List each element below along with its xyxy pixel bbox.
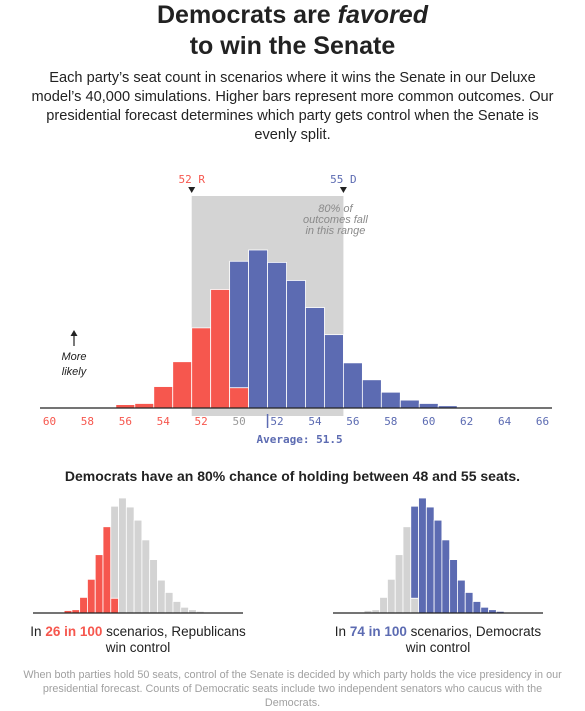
panel-bar: [180, 606, 189, 614]
x-tick-label: 62: [460, 415, 473, 428]
footnote: When both parties hold 50 seats, control…: [23, 669, 562, 709]
bar: [418, 403, 439, 409]
title-part: Democrats are: [157, 1, 331, 29]
x-tick-label: 50: [232, 415, 245, 428]
caption-emphasis: 74 in 100: [349, 624, 407, 639]
bar: [229, 387, 249, 409]
range-annotation: 80% of: [318, 203, 353, 215]
panel-bar: [141, 539, 151, 614]
bar: [229, 260, 249, 389]
bar: [267, 262, 287, 409]
caption-text: scenarios, Republicans: [106, 624, 246, 639]
panel-bar: [118, 497, 127, 614]
more-likely-label: likely: [62, 366, 88, 378]
panel-bar: [441, 539, 451, 614]
panel-bar: [94, 554, 104, 614]
panel-bar: [449, 559, 458, 614]
caption-prefix: In: [30, 624, 42, 639]
panel-bar: [464, 592, 474, 614]
panel-bar: [402, 526, 412, 614]
panel-bar: [125, 506, 135, 614]
panel-bar: [387, 578, 396, 614]
panel-bar: [79, 596, 88, 614]
panel-bar: [480, 606, 489, 614]
title-emphasis: favored: [337, 1, 428, 29]
x-tick-label: 54: [308, 415, 322, 428]
range-end-marker: [339, 187, 347, 193]
average-label: Average: 51.5: [257, 433, 343, 446]
bar: [380, 391, 401, 409]
panel-bar: [164, 592, 174, 614]
x-tick-label: 58: [384, 415, 397, 428]
panel-bar: [472, 601, 482, 614]
panel-bar: [87, 578, 96, 614]
caption-text: scenarios, Democrats: [410, 624, 542, 639]
panel-bar: [410, 597, 419, 614]
caption-line: In 26 in 100 scenarios, Republicans: [0, 624, 283, 640]
x-tick-label: 66: [536, 415, 549, 428]
bar: [191, 327, 212, 409]
title: Democrats are favored to win the Senate: [0, 0, 585, 62]
panel-bar: [457, 579, 466, 614]
caption-line: win control: [405, 640, 471, 655]
x-tick-label: 60: [422, 415, 435, 428]
panel-bar: [379, 596, 388, 614]
caption-prefix: In: [334, 624, 347, 639]
range-annotation: outcomes fall: [303, 214, 368, 226]
x-tick-label: 58: [81, 415, 94, 428]
panel-caption: In 26 in 100 scenarios, Republicans win c…: [0, 624, 283, 656]
caption-emphasis: 26 in 100: [45, 624, 103, 639]
more-likely-label: More: [61, 351, 86, 363]
caption-line: win control: [105, 640, 171, 655]
bar: [305, 307, 325, 409]
panel-bar: [110, 597, 119, 614]
panel-bar: [157, 579, 166, 614]
panel-bar: [149, 559, 158, 614]
bar: [324, 334, 344, 409]
headline: Democrats have an 80% chance of holding …: [64, 468, 521, 484]
panel-bar: [172, 601, 182, 614]
panel-bar: [433, 519, 443, 614]
bar: [343, 362, 363, 409]
panel-bar: [410, 505, 419, 599]
range-start-marker: [188, 187, 196, 193]
caption-line: In 74 in 100 scenarios, Democrats: [293, 624, 583, 640]
subtitle: Each party’s seat count in scenarios whe…: [31, 70, 554, 143]
range-annotation: in this range: [305, 225, 365, 237]
bar: [134, 403, 155, 409]
x-tick-label: 64: [498, 415, 512, 428]
x-tick-label: 60: [43, 415, 56, 428]
bar: [361, 379, 382, 409]
x-tick-label: 56: [119, 415, 132, 428]
bar: [172, 361, 193, 409]
arrow-head: [70, 330, 78, 336]
range-end-label: 55 D: [330, 173, 357, 186]
panel-bar: [425, 506, 435, 614]
x-tick-label: 54: [157, 415, 171, 428]
bar: [248, 249, 268, 409]
panel-bar: [133, 519, 143, 614]
panel-bar: [418, 497, 427, 614]
bar: [153, 386, 174, 409]
range-start-label: 52 R: [178, 173, 205, 186]
title-part: to win the Senate: [189, 32, 396, 60]
bar: [399, 399, 420, 409]
x-tick-label: 52: [270, 415, 283, 428]
panel-bar: [102, 526, 112, 614]
bar: [210, 289, 231, 409]
x-tick-label: 56: [346, 415, 359, 428]
x-tick-label: 52: [195, 415, 208, 428]
panel-bar: [110, 505, 119, 599]
bar: [286, 280, 306, 409]
panel-caption: In 74 in 100 scenarios, Democrats win con…: [293, 624, 583, 656]
panel-bar: [394, 554, 404, 614]
